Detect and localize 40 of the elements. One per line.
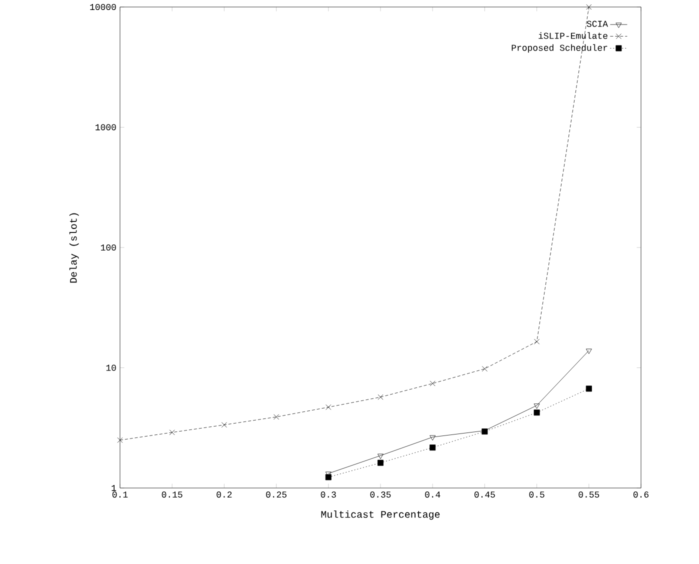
point (326, 404, 332, 410)
point (430, 380, 436, 386)
point (274, 414, 280, 420)
x-tick-label: 0.4 (425, 492, 440, 498)
legend-label: iSLIP-Emulate (538, 32, 608, 39)
y-tick-label: 10 (106, 364, 116, 371)
point (534, 338, 540, 344)
point (117, 437, 123, 443)
x-tick-label: 0.1 (112, 492, 128, 498)
legend-label: Proposed Scheduler (512, 44, 608, 53)
legend-label: SCIA (586, 20, 608, 27)
point (534, 410, 540, 416)
point (378, 394, 384, 400)
point (586, 4, 592, 10)
x-tick-label: 0.35 (370, 492, 391, 498)
point (430, 435, 436, 440)
point (169, 430, 175, 436)
x-tick-label: 0.45 (474, 492, 495, 498)
point (430, 444, 436, 451)
x-tick-label: 0.2 (216, 492, 232, 498)
point (534, 404, 540, 409)
point (221, 422, 227, 428)
y-axis-title: Delay (slot) (69, 213, 79, 283)
y-tick-label: 1 (112, 485, 116, 491)
y-tick-label: 1000 (96, 124, 116, 130)
y-tick-label: 10000 (90, 4, 116, 10)
point (482, 366, 488, 372)
point (325, 474, 332, 480)
x-tick-label: 0.55 (578, 492, 600, 498)
point (378, 454, 384, 459)
point (378, 460, 384, 466)
point (586, 386, 592, 392)
y-tick-label: 100 (100, 244, 116, 251)
x-axis-title: Multicast Percentage (321, 510, 440, 520)
x-tick-label: 0.5 (529, 492, 544, 498)
x-tick-label: 0.3 (320, 492, 336, 498)
point (586, 348, 592, 354)
x-tick-label: 0.25 (266, 492, 286, 498)
x-tick-label: 0.6 (633, 492, 648, 498)
x-tick-label: 0.15 (162, 492, 182, 498)
